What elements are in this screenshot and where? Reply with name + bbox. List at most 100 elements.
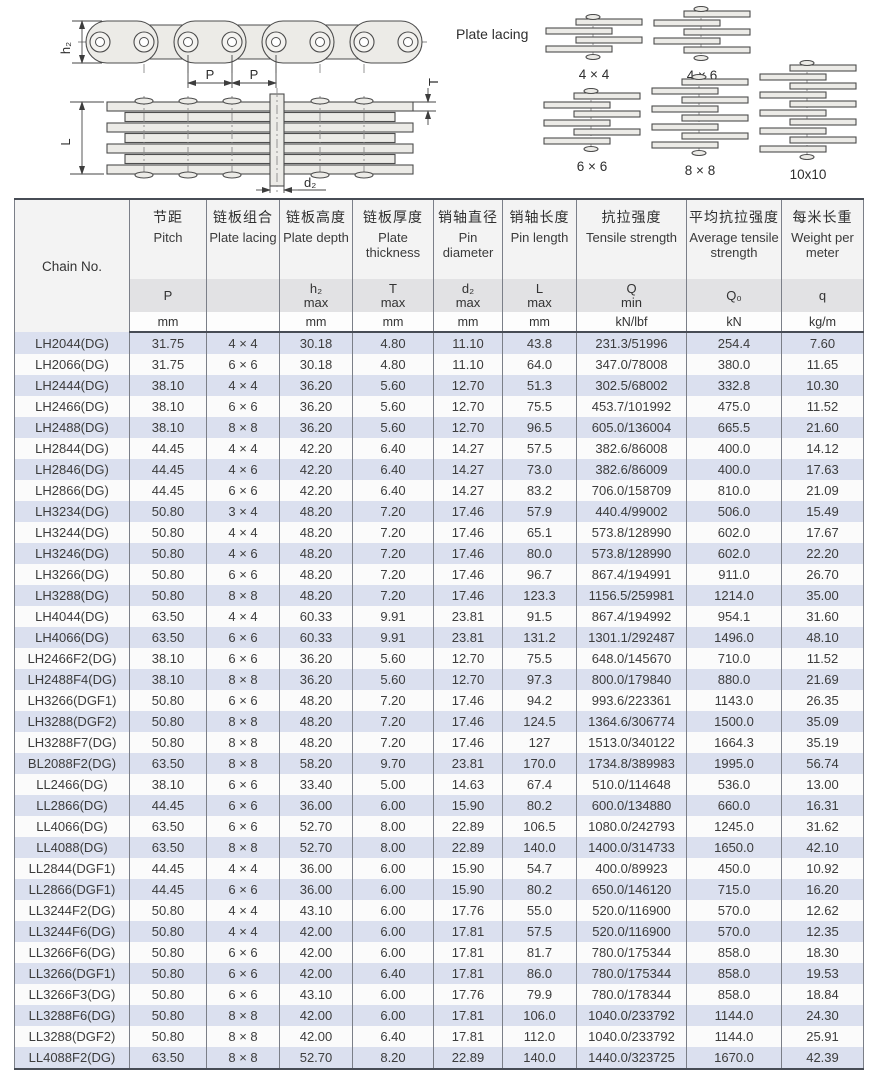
cell-pitch: 63.50 <box>129 816 207 837</box>
cell-plate-depth: 36.20 <box>279 375 353 396</box>
cell-plate-thickness: 5.60 <box>352 669 434 690</box>
cell-plate-lacing: 8 × 8 <box>206 711 280 732</box>
cell-pitch: 50.80 <box>129 543 207 564</box>
cell-plate-depth: 48.20 <box>279 543 353 564</box>
cell-pin-diameter: 23.81 <box>433 606 503 627</box>
cell-plate-depth: 48.20 <box>279 690 353 711</box>
cell-plate-depth: 52.70 <box>279 837 353 858</box>
cell-pin-length: 112.0 <box>502 1026 577 1047</box>
cell-average-tensile-strength: 1650.0 <box>686 837 782 858</box>
cell-weight-per-meter: 35.19 <box>781 732 864 753</box>
cell-average-tensile-strength: 254.4 <box>686 332 782 354</box>
cell-tensile-strength: 400.0/89923 <box>576 858 687 879</box>
cell-pitch: 63.50 <box>129 627 207 648</box>
cell-plate-lacing: 6 × 6 <box>206 984 280 1005</box>
cell-tensile-strength: 1040.0/233792 <box>576 1026 687 1047</box>
cell-plate-lacing: 8 × 8 <box>206 1047 280 1069</box>
cell-tensile-strength: 706.0/158709 <box>576 480 687 501</box>
cell-weight-per-meter: 16.20 <box>781 879 864 900</box>
table-row: LH3288(DGF2) 50.80 8 × 8 48.20 7.20 17.46 124.… <box>14 711 864 732</box>
col-header-plate-thickness: 链板厚度 Plate thickness <box>352 199 434 279</box>
col-header-average-tensile-strength: 平均抗拉强度 Average tensile strength <box>686 199 782 279</box>
cell-pitch: 44.45 <box>129 879 207 900</box>
chain-side-view: h₂ P P <box>58 20 428 88</box>
cell-pitch: 31.75 <box>129 354 207 375</box>
cell-pin-diameter: 11.10 <box>433 332 503 354</box>
cell-pin-diameter: 23.81 <box>433 627 503 648</box>
cell-average-tensile-strength: 1995.0 <box>686 753 782 774</box>
unit-tensile-strength: kN/lbf <box>576 312 687 333</box>
cell-pin-diameter: 17.46 <box>433 690 503 711</box>
cell-plate-thickness: 6.40 <box>352 480 434 501</box>
table-row: LL3244F2(DG) 50.80 4 × 4 43.10 6.00 17.76 55.0… <box>14 900 864 921</box>
cell-plate-depth: 36.20 <box>279 417 353 438</box>
table-row: LH2846(DG) 44.45 4 × 6 42.20 6.40 14.27 73.0 38… <box>14 459 864 480</box>
cell-pin-diameter: 17.46 <box>433 711 503 732</box>
symbol-plate-lacing <box>206 279 280 312</box>
table-row: LL4088(DG) 63.50 8 × 8 52.70 8.00 22.89 140.0 1… <box>14 837 864 858</box>
cell-tensile-strength: 573.8/128990 <box>576 543 687 564</box>
cell-chain-no: LL3266F6(DG) <box>14 942 130 963</box>
cell-pin-length: 73.0 <box>502 459 577 480</box>
chain-pins <box>89 31 419 53</box>
cell-weight-per-meter: 17.67 <box>781 522 864 543</box>
cell-plate-thickness: 9.91 <box>352 606 434 627</box>
cell-pin-length: 79.9 <box>502 984 577 1005</box>
cell-pitch: 38.10 <box>129 417 207 438</box>
table-row: BL2088F2(DG) 63.50 8 × 8 58.20 9.70 23.81 170.… <box>14 753 864 774</box>
cell-plate-lacing: 8 × 8 <box>206 732 280 753</box>
cell-plate-thickness: 8.00 <box>352 816 434 837</box>
cell-chain-no: LL3244F2(DG) <box>14 900 130 921</box>
cell-pin-diameter: 17.46 <box>433 732 503 753</box>
table-row: LL2866(DG) 44.45 6 × 6 36.00 6.00 15.90 80.2 60… <box>14 795 864 816</box>
cell-plate-depth: 30.18 <box>279 354 353 375</box>
cell-average-tensile-strength: 858.0 <box>686 942 782 963</box>
cell-plate-depth: 48.20 <box>279 564 353 585</box>
lacing-8x8-icon <box>651 73 749 157</box>
unit-average-tensile-strength: kN <box>686 312 782 333</box>
cell-chain-no: LH2466(DG) <box>14 396 130 417</box>
cell-plate-thickness: 6.40 <box>352 438 434 459</box>
cell-pitch: 44.45 <box>129 858 207 879</box>
cell-pin-diameter: 11.10 <box>433 354 503 375</box>
cell-plate-lacing: 6 × 6 <box>206 690 280 711</box>
cell-tensile-strength: 382.6/86008 <box>576 438 687 459</box>
cell-chain-no: LH3234(DG) <box>14 501 130 522</box>
cell-chain-no: LL3288(DGF2) <box>14 1026 130 1047</box>
cell-tensile-strength: 650.0/146120 <box>576 879 687 900</box>
cell-tensile-strength: 780.0/175344 <box>576 963 687 984</box>
cell-plate-lacing: 6 × 6 <box>206 816 280 837</box>
cell-plate-thickness: 7.20 <box>352 585 434 606</box>
cell-average-tensile-strength: 332.8 <box>686 375 782 396</box>
header-cn: 链板厚度 <box>363 209 423 225</box>
cell-plate-depth: 42.00 <box>279 921 353 942</box>
cell-plate-depth: 33.40 <box>279 774 353 795</box>
cell-chain-no: LL2844(DGF1) <box>14 858 130 879</box>
table-row: LH4066(DG) 63.50 6 × 6 60.33 9.91 23.81 131.2 1… <box>14 627 864 648</box>
cell-weight-per-meter: 35.00 <box>781 585 864 606</box>
unit-pin-diameter: mm <box>433 312 503 333</box>
cell-weight-per-meter: 25.91 <box>781 1026 864 1047</box>
table-row: LH2844(DG) 44.45 4 × 4 42.20 6.40 14.27 57.5 38… <box>14 438 864 459</box>
cell-plate-depth: 36.20 <box>279 669 353 690</box>
cell-chain-no: LH3288F7(DG) <box>14 732 130 753</box>
unit-plate-depth: mm <box>279 312 353 333</box>
cell-plate-thickness: 6.00 <box>352 900 434 921</box>
cell-plate-thickness: 6.40 <box>352 1026 434 1047</box>
cell-weight-per-meter: 21.60 <box>781 417 864 438</box>
cell-pin-length: 43.8 <box>502 332 577 354</box>
cell-plate-thickness: 6.00 <box>352 1005 434 1026</box>
cell-pitch: 38.10 <box>129 375 207 396</box>
cell-pitch: 63.50 <box>129 1047 207 1069</box>
cell-plate-lacing: 4 × 4 <box>206 858 280 879</box>
cell-pin-diameter: 15.90 <box>433 858 503 879</box>
cell-plate-thickness: 5.00 <box>352 774 434 795</box>
symbol-plate-depth: h₂ max <box>279 279 353 312</box>
cell-average-tensile-strength: 1664.3 <box>686 732 782 753</box>
cell-pitch: 44.45 <box>129 459 207 480</box>
cell-plate-lacing: 4 × 4 <box>206 438 280 459</box>
cell-average-tensile-strength: 1144.0 <box>686 1005 782 1026</box>
cell-plate-thickness: 7.20 <box>352 522 434 543</box>
header-en: Tensile strength <box>585 230 678 245</box>
cell-average-tensile-strength: 602.0 <box>686 522 782 543</box>
